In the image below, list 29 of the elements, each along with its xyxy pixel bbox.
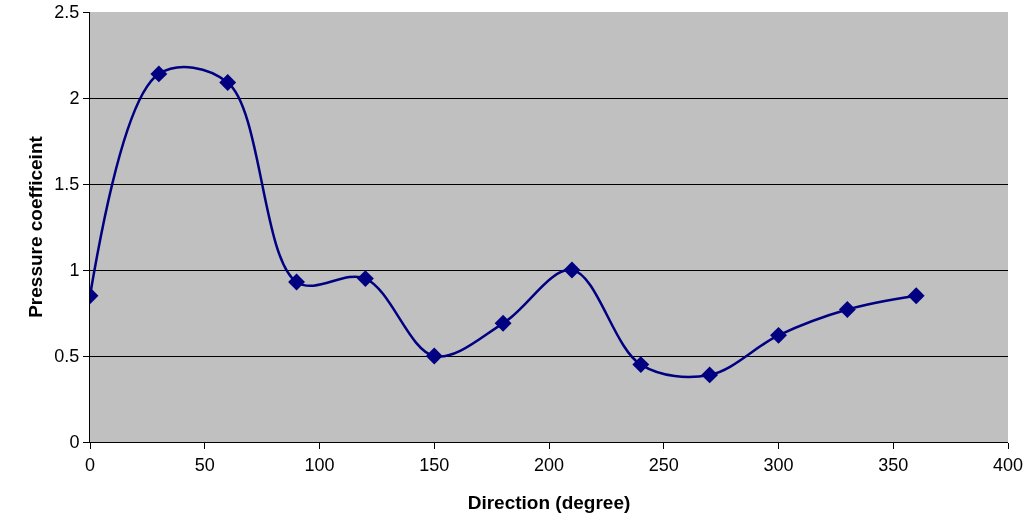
x-tick-label: 250 bbox=[648, 454, 679, 475]
x-tick-label: 400 bbox=[992, 454, 1024, 475]
y-tick-label: 1 bbox=[69, 260, 80, 281]
point bbox=[770, 326, 787, 344]
x-tick-label: 0 bbox=[84, 454, 96, 475]
y-tick-label: 2.5 bbox=[54, 2, 80, 23]
x-axis-title: Direction (degree) bbox=[467, 492, 631, 513]
point bbox=[563, 261, 581, 279]
point bbox=[150, 65, 168, 83]
point bbox=[701, 366, 719, 384]
x-tick-label: 50 bbox=[194, 454, 215, 475]
y-tick-label: 1.5 bbox=[54, 174, 80, 195]
y-tick-label: 0.5 bbox=[54, 346, 80, 367]
point bbox=[356, 270, 374, 288]
x-tick-label: 150 bbox=[419, 454, 450, 475]
y-tick-label: 0 bbox=[69, 432, 80, 453]
point bbox=[632, 356, 650, 374]
point bbox=[838, 301, 856, 319]
x-tick-label: 200 bbox=[533, 454, 565, 475]
point bbox=[288, 273, 305, 291]
point bbox=[907, 287, 925, 305]
y-tick-label: 2 bbox=[69, 88, 80, 109]
x-tick-label: 350 bbox=[878, 454, 909, 475]
x-tick-label: 100 bbox=[304, 454, 335, 475]
x-tick-label: 300 bbox=[763, 454, 794, 475]
point bbox=[494, 314, 512, 332]
point bbox=[219, 74, 237, 91]
point bbox=[425, 347, 443, 365]
y-axis-title: Pressure coefficeint bbox=[25, 135, 46, 318]
